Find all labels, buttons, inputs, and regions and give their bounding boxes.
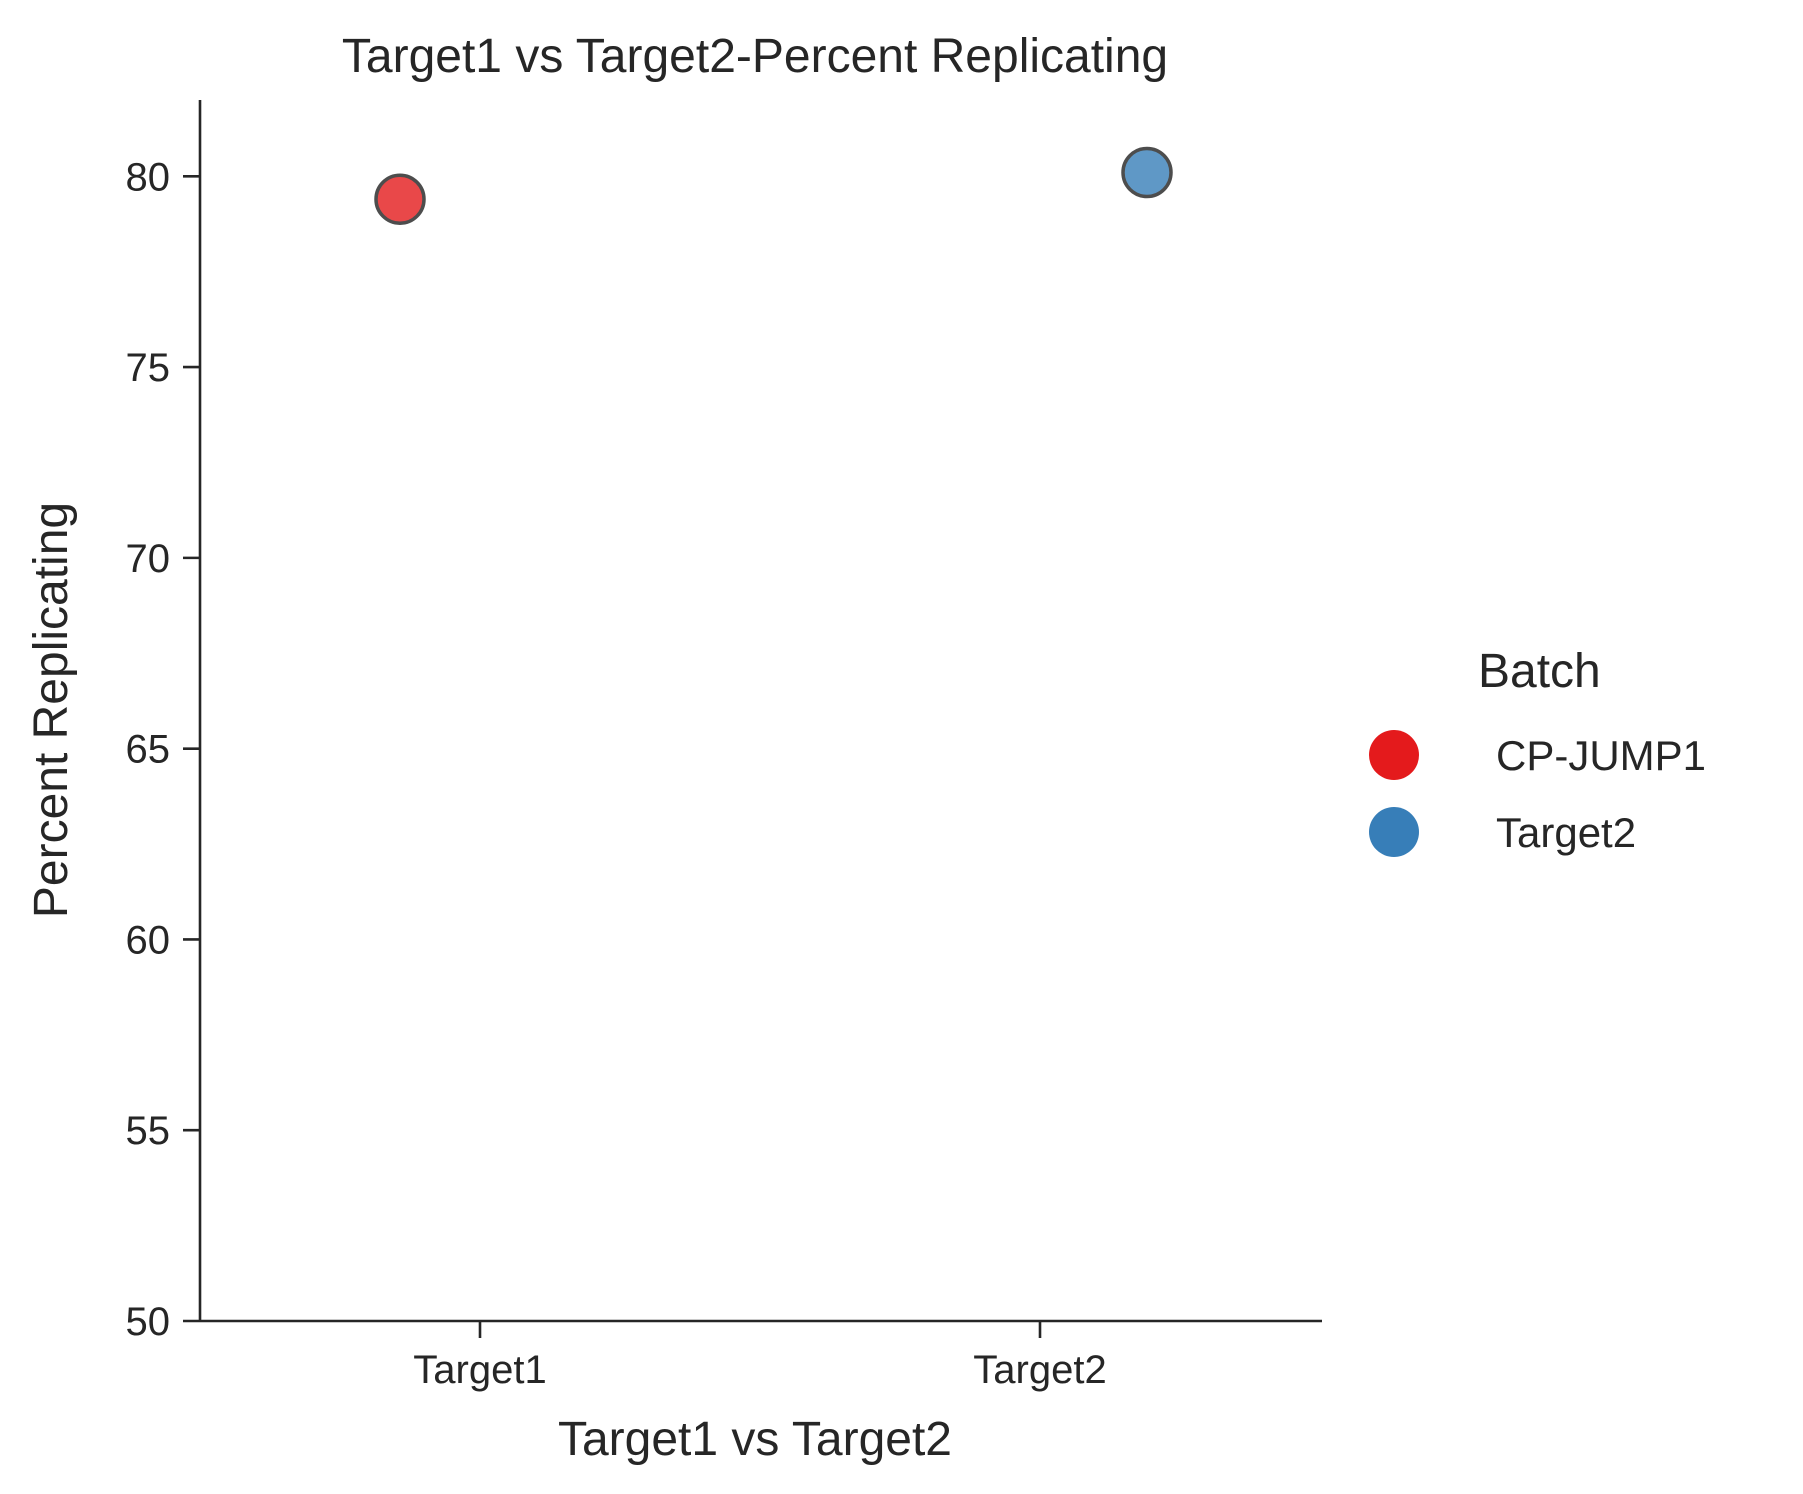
y-tick-label: 50 — [126, 1300, 171, 1344]
legend-label: Target2 — [1496, 809, 1636, 856]
y-tick-label: 60 — [126, 918, 171, 962]
legend-title: Batch — [1478, 645, 1601, 698]
x-tick-label: Target1 — [413, 1348, 546, 1392]
legend-marker — [1369, 807, 1419, 857]
x-axis: Target1 Target2 — [200, 1319, 1322, 1392]
data-points — [374, 146, 1173, 225]
data-point — [1121, 146, 1173, 199]
y-axis-title: Percent Replicating — [25, 502, 78, 918]
legend-label: CP-JUMP1 — [1496, 732, 1706, 779]
y-tick-label: 80 — [126, 155, 171, 199]
y-tick-label: 75 — [126, 346, 171, 390]
legend: Batch CP-JUMP1 Target2 — [1369, 645, 1706, 857]
data-point — [374, 173, 426, 225]
legend-marker — [1369, 730, 1419, 780]
y-axis: 50 55 60 65 70 75 80 — [126, 100, 202, 1344]
chart-title: Target1 vs Target2-Percent Replicating — [342, 30, 1168, 83]
y-tick-label: 65 — [126, 728, 171, 772]
y-tick-label: 70 — [126, 537, 171, 581]
x-tick-label: Target2 — [973, 1348, 1106, 1392]
y-tick-label: 55 — [126, 1109, 171, 1153]
x-axis-title: Target1 vs Target2 — [558, 1413, 952, 1466]
